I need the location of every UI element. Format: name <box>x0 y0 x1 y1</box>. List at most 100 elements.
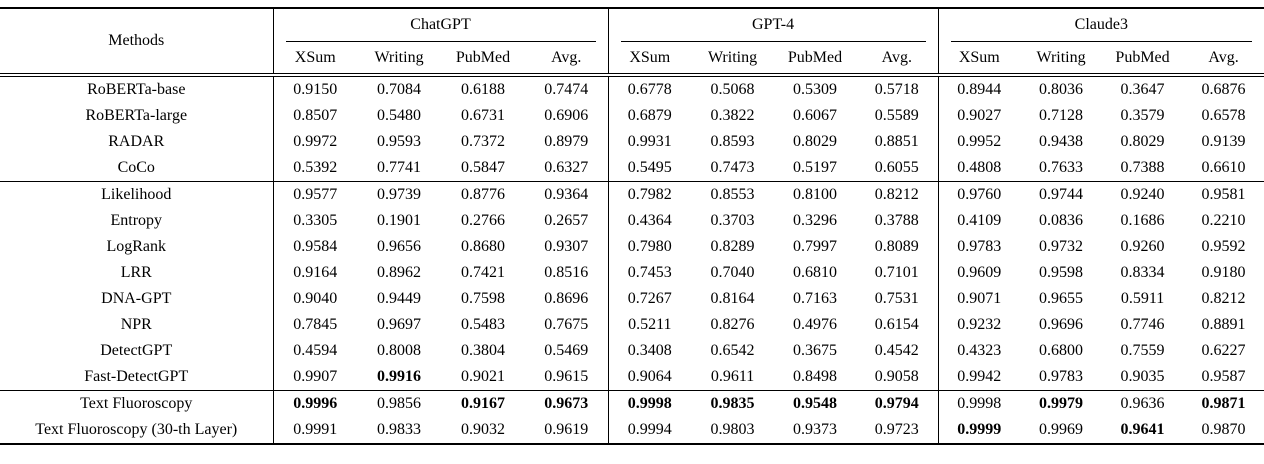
value-cell: 0.9998 <box>937 390 1021 417</box>
table-row: RADAR 0.9972 0.9593 0.7372 0.8979 0.9931 0.859… <box>0 129 1264 155</box>
method-name: RADAR <box>108 133 165 150</box>
value-cell: 0.9232 <box>937 312 1021 338</box>
value-cell: 0.9871 <box>1201 395 1246 412</box>
value-cell: 0.8851 <box>874 133 919 150</box>
value-cell: 0.9835 <box>710 395 755 412</box>
value-cell: 0.6610 <box>1201 159 1246 176</box>
col-header-chatgpt-xsum: XSum <box>272 42 357 77</box>
value-cell: 0.9952 <box>937 129 1021 155</box>
value-cell: 0.3822 <box>710 107 755 124</box>
value-cell: 0.9655 <box>1039 290 1084 307</box>
value-cell: 0.9064 <box>607 364 692 391</box>
value-cell: 0.9040 <box>272 286 357 312</box>
group-header-gpt4: GPT-4 <box>607 8 939 42</box>
value-cell: 0.9760 <box>937 181 1021 208</box>
method-name: Entropy <box>110 212 163 229</box>
value-cell: 0.9071 <box>937 286 1021 312</box>
value-cell: 0.7163 <box>793 290 838 307</box>
value-cell: 0.5480 <box>377 107 421 124</box>
methods-column-header: Methods <box>0 8 273 77</box>
value-cell: 0.5068 <box>710 81 755 98</box>
value-cell: 0.7421 <box>461 264 505 281</box>
table-row: RoBERTa-large 0.8507 0.5480 0.6731 0.6906 0.6… <box>0 103 1264 129</box>
method-name: Text Fluoroscopy (30-th Layer) <box>35 421 238 438</box>
value-cell: 0.9027 <box>937 103 1021 129</box>
value-cell: 0.9260 <box>1120 238 1165 255</box>
value-cell: 0.5392 <box>272 155 357 182</box>
value-cell: 0.9584 <box>272 234 357 260</box>
value-cell: 0.9744 <box>1039 186 1084 203</box>
col-header-gpt4-pubmed: PubMed <box>774 42 857 77</box>
method-name: DNA-GPT <box>101 290 172 307</box>
table-row: NPR 0.7845 0.9697 0.5483 0.7675 0.5211 0.8276 0… <box>0 312 1264 338</box>
value-cell: 0.9577 <box>272 181 357 208</box>
value-cell: 0.8979 <box>544 133 589 150</box>
group-label: Claude3 <box>950 10 1253 42</box>
value-cell: 0.9803 <box>710 421 755 438</box>
value-cell: 0.2657 <box>544 212 589 229</box>
value-cell: 0.9870 <box>1201 421 1246 438</box>
method-name: NPR <box>120 316 152 333</box>
value-cell: 0.7746 <box>1120 316 1165 333</box>
section-zero-shot: Likelihood 0.9577 0.9739 0.8776 0.9364 0.7982… <box>0 181 1264 391</box>
value-cell: 0.9364 <box>544 186 589 203</box>
value-cell: 0.2766 <box>461 212 505 229</box>
group-label: ChatGPT <box>285 10 596 42</box>
value-cell: 0.6800 <box>1039 342 1084 359</box>
value-cell: 0.8289 <box>710 238 755 255</box>
value-cell: 0.9696 <box>1039 316 1084 333</box>
value-cell: 0.3408 <box>607 338 692 364</box>
value-cell: 0.7388 <box>1120 159 1165 176</box>
value-cell: 0.9581 <box>1201 186 1246 203</box>
section-ours: Text Fluoroscopy 0.9996 0.9856 0.9167 0.9673… <box>0 390 1264 444</box>
col-header-chatgpt-writing: Writing <box>357 42 441 77</box>
sub-header-row: XSum Writing PubMed Avg. XSum Writing Pu… <box>0 42 1264 77</box>
method-name: Likelihood <box>101 186 172 203</box>
table-row: DetectGPT 0.4594 0.8008 0.3804 0.5469 0.3408 0… <box>0 338 1264 364</box>
value-cell: 0.9307 <box>544 238 589 255</box>
method-name: RoBERTa-large <box>85 107 188 124</box>
value-cell: 0.9783 <box>1039 368 1084 385</box>
value-cell: 0.9783 <box>937 234 1021 260</box>
method-name: DetectGPT <box>100 342 173 359</box>
value-cell: 0.9979 <box>1039 395 1084 412</box>
value-cell: 0.9697 <box>377 316 421 333</box>
table-row: DNA-GPT 0.9040 0.9449 0.7598 0.8696 0.7267 0.8… <box>0 286 1264 312</box>
value-cell: 0.8212 <box>874 186 919 203</box>
value-cell: 0.7675 <box>544 316 589 333</box>
value-cell: 0.5469 <box>544 342 589 359</box>
value-cell: 0.6578 <box>1201 107 1246 124</box>
value-cell: 0.3675 <box>793 342 838 359</box>
value-cell: 0.3788 <box>874 212 919 229</box>
value-cell: 0.9587 <box>1201 368 1246 385</box>
value-cell: 0.9969 <box>1039 421 1084 438</box>
value-cell: 0.9449 <box>377 290 421 307</box>
value-cell: 0.7267 <box>607 286 692 312</box>
value-cell: 0.7598 <box>461 290 505 307</box>
value-cell: 0.3579 <box>1120 107 1165 124</box>
value-cell: 0.7997 <box>793 238 838 255</box>
table-row: CoCo 0.5392 0.7741 0.5847 0.6327 0.5495 0.7473… <box>0 155 1264 182</box>
table-row: Fast-DetectGPT 0.9907 0.9916 0.9021 0.9615 0.… <box>0 364 1264 391</box>
value-cell: 0.4976 <box>793 316 838 333</box>
value-cell: 0.9931 <box>607 129 692 155</box>
value-cell: 0.4594 <box>272 338 357 364</box>
value-cell: 0.6188 <box>461 81 505 98</box>
value-cell: 0.9592 <box>1201 238 1246 255</box>
value-cell: 0.8962 <box>377 264 421 281</box>
value-cell: 0.9438 <box>1039 133 1084 150</box>
col-header-chatgpt-avg: Avg. <box>525 42 609 77</box>
value-cell: 0.9180 <box>1201 264 1246 281</box>
results-table: Methods ChatGPT GPT-4 Claude3 XSum Writi… <box>0 7 1264 445</box>
value-cell: 0.6327 <box>544 159 589 176</box>
value-cell: 0.6879 <box>607 103 692 129</box>
col-header-gpt4-writing: Writing <box>691 42 775 77</box>
value-cell: 0.4542 <box>874 342 919 359</box>
section-supervised: RoBERTa-base 0.9150 0.7084 0.6188 0.7474 0.67… <box>0 75 1264 182</box>
group-header-claude3: Claude3 <box>937 8 1264 42</box>
value-cell: 0.8553 <box>710 186 755 203</box>
value-cell: 0.9739 <box>377 186 421 203</box>
value-cell: 0.6154 <box>874 316 919 333</box>
value-cell: 0.8008 <box>377 342 421 359</box>
method-name: Fast-DetectGPT <box>84 368 189 385</box>
